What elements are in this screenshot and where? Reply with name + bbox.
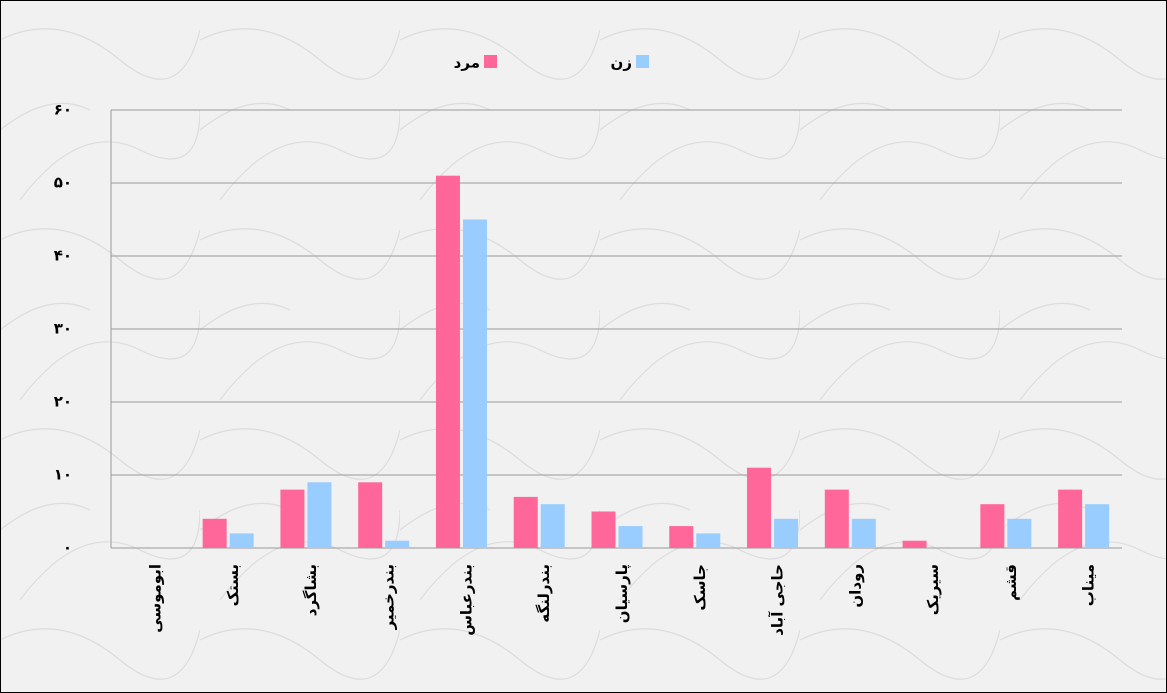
- bar: [540, 504, 565, 548]
- y-tick-label: ۰: [63, 539, 72, 557]
- bar: [385, 540, 410, 548]
- x-tick-label: قشم: [1002, 564, 1020, 601]
- y-tick-label: ۴۰: [54, 247, 72, 265]
- bar: [280, 489, 305, 548]
- x-tick-label: رودان: [846, 564, 864, 608]
- x-tick-label: پارسیان: [613, 564, 632, 623]
- y-tick-label: ۶۰: [54, 101, 72, 119]
- legend-label: مرد: [454, 54, 480, 72]
- y-tick-label: ۵۰: [54, 174, 72, 192]
- legend-swatch: [484, 55, 497, 68]
- bar: [435, 175, 460, 548]
- x-tick-label: سیریک: [924, 564, 942, 615]
- y-tick-label: ۱۰: [54, 466, 72, 484]
- bar: [824, 489, 849, 548]
- bar: [1058, 489, 1083, 548]
- bar: [696, 533, 721, 548]
- bar: [1007, 518, 1032, 548]
- x-tick-label: بستک: [224, 564, 242, 606]
- legend-label: زن: [611, 54, 632, 72]
- x-tick-label: میناب: [1080, 564, 1098, 606]
- bar: [618, 526, 643, 548]
- y-tick-label: ۲۰: [54, 393, 72, 411]
- bar: [202, 518, 227, 548]
- bar: [358, 482, 383, 548]
- bar: [591, 511, 616, 548]
- bar: [902, 540, 927, 548]
- x-tick-label: ابوموسی: [146, 564, 164, 633]
- y-tick-label: ۳۰: [54, 320, 72, 338]
- bar: [462, 219, 487, 548]
- bar: [774, 518, 799, 548]
- legend-swatch: [636, 55, 649, 68]
- bar: [851, 518, 876, 548]
- bar: [747, 467, 772, 548]
- bar: [669, 526, 694, 548]
- x-tick-label: بندرخمیر: [380, 564, 398, 630]
- x-tick-label: بندرلنگه: [535, 564, 553, 623]
- x-tick-label: حاجی آباد: [769, 564, 787, 636]
- x-tick-label: بشاگرد: [302, 564, 320, 616]
- x-tick-label: جاسک: [691, 564, 709, 611]
- bar: [229, 533, 254, 548]
- bar: [513, 496, 538, 548]
- bar: [980, 504, 1005, 548]
- x-tick-label: بندرعباس: [457, 564, 475, 636]
- bar: [307, 482, 332, 548]
- bar: [1085, 504, 1110, 548]
